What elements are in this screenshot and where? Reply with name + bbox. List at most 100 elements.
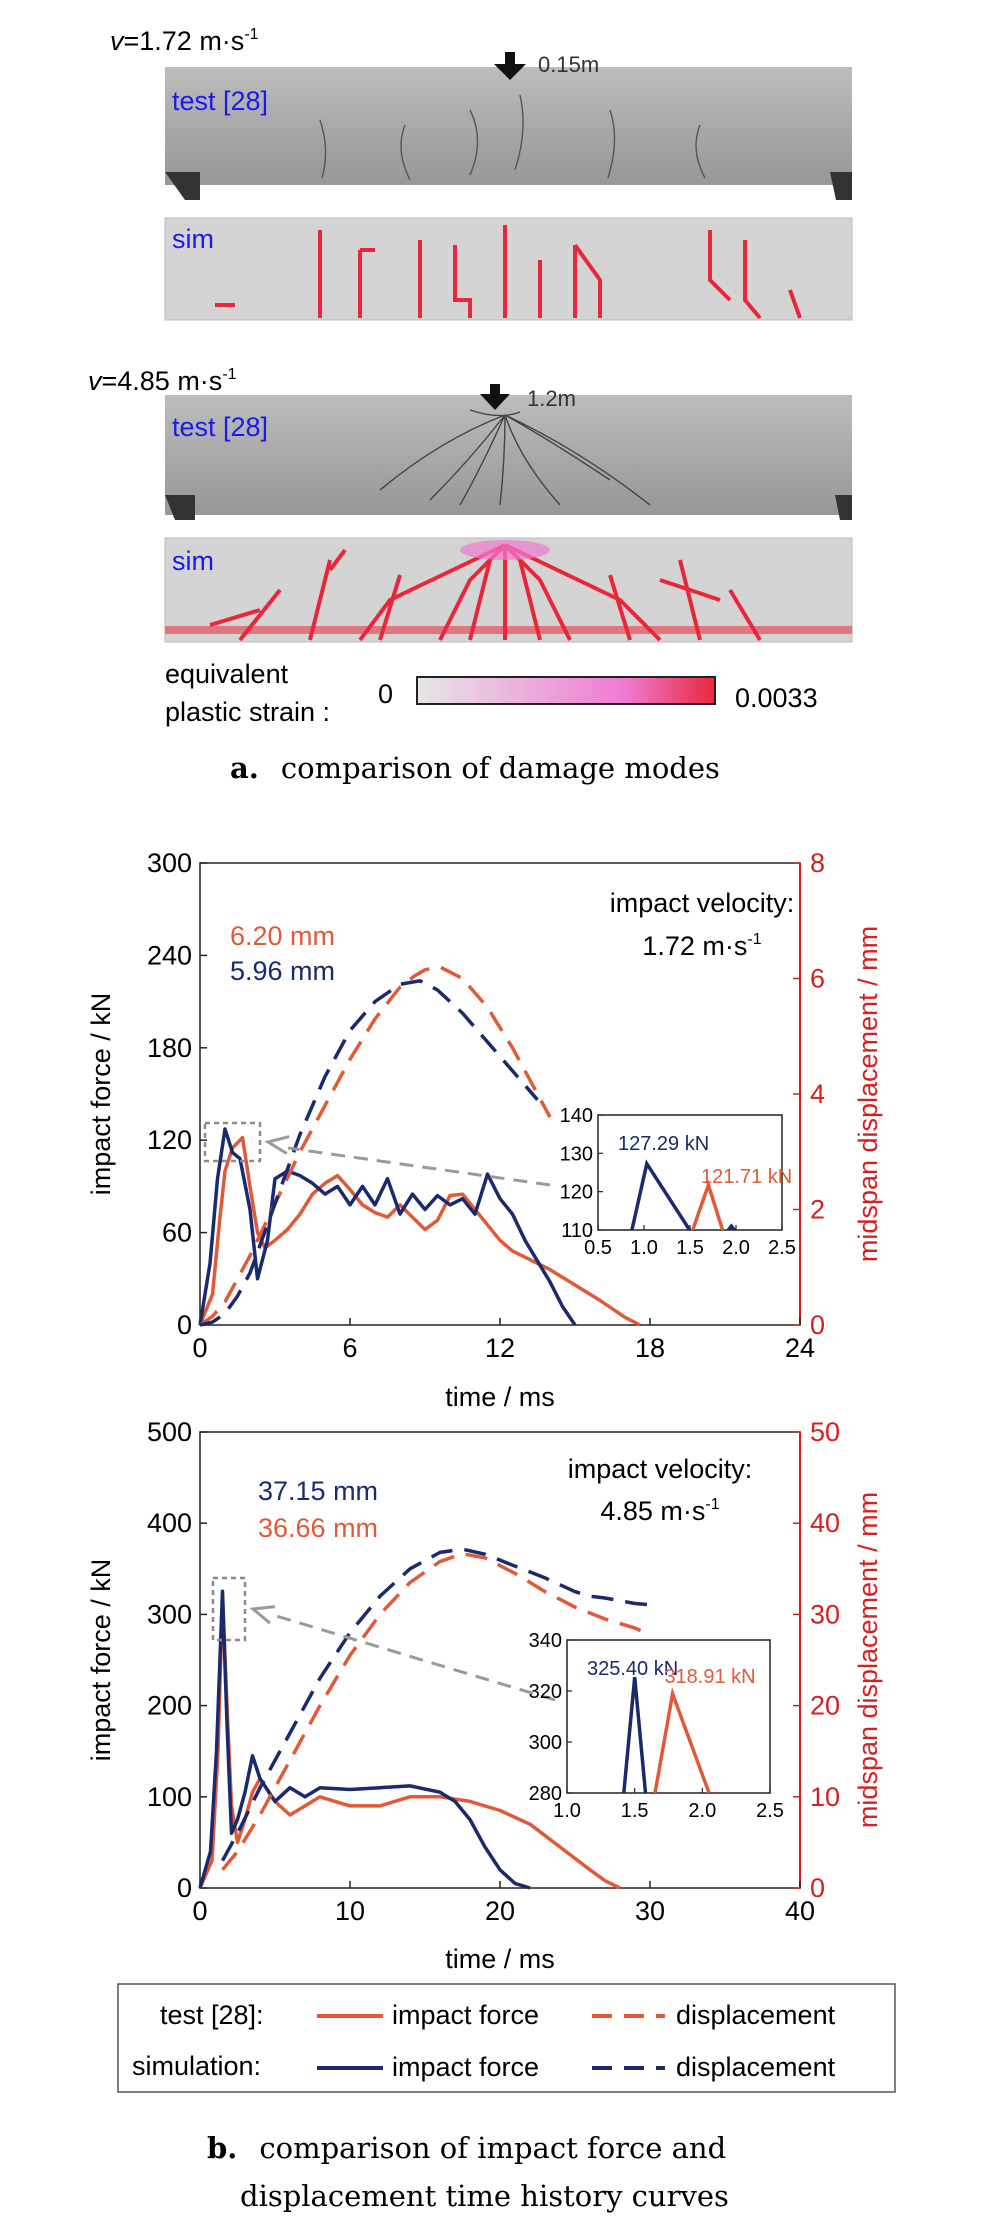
y2-tick-label: 0 <box>810 1310 825 1340</box>
caption-a: a. comparison of damage modes <box>230 751 720 785</box>
test-label-1: test [28] <box>172 86 268 116</box>
inset-x-tick-label: 1.0 <box>553 1800 581 1822</box>
colorbar-gradient <box>416 676 716 705</box>
x-tick-label: 6 <box>342 1333 357 1363</box>
inset-x-tick-label: 2.5 <box>768 1237 796 1259</box>
y-tick-label: 0 <box>177 1873 192 1903</box>
inset-peak-sim-label: 325.40 kN <box>587 1658 678 1680</box>
inset-x-tick-label: 2.0 <box>688 1800 716 1822</box>
y2-axis-label: midspan displacement / mm <box>853 1492 883 1828</box>
inset-x-tick-label: 2.0 <box>722 1237 750 1259</box>
test-photo-1: 0.15m test [28] <box>165 52 852 200</box>
max-disp-label-bottom: 5.96 mm <box>230 956 335 986</box>
panel-a: v=1.72 m·s-1 0.15m test [28] sim v=4.85 … <box>88 26 853 785</box>
inset-x-tick-label: 1.0 <box>630 1237 658 1259</box>
y-tick-label: 100 <box>147 1782 192 1812</box>
inset-y-tick-label: 140 <box>560 1105 593 1127</box>
zoom-region-box <box>203 1121 262 1163</box>
x-tick-label: 0 <box>192 1333 207 1363</box>
sim-contour-2: sim <box>164 537 853 643</box>
velocity-annotation-line2: 1.72 m·s-1 <box>642 931 761 961</box>
sim-label-2: sim <box>172 546 214 576</box>
test-photo-2: 1.2m test [28] <box>165 384 852 520</box>
x-tick-label: 18 <box>635 1333 665 1363</box>
zoom-arrow-line <box>287 1146 551 1187</box>
max-disp-label-bottom: 36.66 mm <box>258 1513 378 1543</box>
y-tick-label: 60 <box>162 1218 192 1248</box>
test-label-2: test [28] <box>172 412 268 442</box>
inset-line-simulation <box>630 1159 692 1230</box>
inset-y-tick-label: 300 <box>529 1732 562 1754</box>
x-tick-label: 10 <box>335 1896 365 1926</box>
max-disp-label-top: 6.20 mm <box>230 921 335 951</box>
y2-tick-label: 30 <box>810 1599 840 1629</box>
inset-peak-test-label: 318.91 kN <box>664 1666 755 1688</box>
velocity-exponent: -1 <box>705 1496 719 1513</box>
y-axis-label: impact force / kN <box>86 993 116 1196</box>
sim-label-1: sim <box>172 224 214 254</box>
y2-tick-label: 0 <box>810 1873 825 1903</box>
y2-tick-label: 4 <box>810 1079 825 1109</box>
legend-test-label: test [28]: <box>160 2000 264 2030</box>
y-tick-label: 240 <box>147 940 192 970</box>
velocity-value: 4.85 m·s <box>600 1496 705 1526</box>
y-tick-label: 180 <box>147 1033 192 1063</box>
legend-sim-force-label: impact force <box>392 2052 539 2082</box>
impact-arrow-icon-2 <box>480 384 510 410</box>
inset-y-tick-label: 280 <box>529 1783 562 1805</box>
y2-tick-label: 40 <box>810 1508 840 1538</box>
inset-y-tick-label: 340 <box>529 1630 562 1652</box>
zoom-arrow-head-icon <box>264 1135 290 1155</box>
inset-line-test <box>653 1687 711 1793</box>
impact-arrow-icon <box>494 52 526 80</box>
legend-test-disp-label: displacement <box>676 2000 836 2030</box>
velocity-annotation-line1: impact velocity: <box>568 1454 753 1484</box>
y2-tick-label: 50 <box>810 1417 840 1447</box>
y-tick-label: 500 <box>147 1417 192 1447</box>
chart-impact-4-85: 0 10 20 30 40010020030040050001020304050time… <box>86 1417 883 1974</box>
legend-test-force-label: impact force <box>392 2000 539 2030</box>
colorbar-title-line2: plastic strain : <box>165 697 330 727</box>
series-line-simulation-impact-force <box>198 1127 577 1326</box>
y2-tick-label: 20 <box>810 1691 840 1721</box>
x-tick-label: 12 <box>485 1333 515 1363</box>
caption-b-line1: b. comparison of impact force and <box>207 2131 726 2165</box>
x-tick-label: 30 <box>635 1896 665 1926</box>
colorbar-title-line1: equivalent <box>165 659 289 689</box>
caption-b-line2: displacement time history curves <box>240 2179 729 2213</box>
legend: test [28]: simulation: impact force disp… <box>117 1983 896 2093</box>
velocity-annotation-line2: 4.85 m·s-1 <box>600 1496 719 1526</box>
velocity-exponent: -1 <box>747 931 761 948</box>
legend-box <box>117 1983 896 2093</box>
x-tick-label: 40 <box>785 1896 815 1926</box>
inset-chart: 1.0 1.5 2.0 2.5 280 300 320 340 325.40 kN318.91 … <box>529 1630 784 1822</box>
series-line-test-displacement <box>199 965 552 1327</box>
y2-tick-label: 10 <box>810 1782 840 1812</box>
x-tick-label: 20 <box>485 1896 515 1926</box>
series-line-simulation-impact-force <box>198 1589 531 1890</box>
inset-y-tick-label: 130 <box>560 1143 593 1165</box>
legend-sim-label: simulation: <box>132 2051 261 2081</box>
max-disp-label-top: 37.15 mm <box>258 1476 378 1506</box>
inset-x-tick-label: 0.5 <box>584 1237 612 1259</box>
inset-x-tick-label: 2.5 <box>756 1800 784 1822</box>
y2-tick-label: 8 <box>810 848 825 878</box>
y-tick-label: 400 <box>147 1508 192 1538</box>
inset-y-tick-label: 120 <box>560 1182 593 1204</box>
inset-peak-test-label: 121.71 kN <box>701 1166 792 1188</box>
y-tick-label: 0 <box>177 1310 192 1340</box>
series-line-simulation-displacement <box>220 1547 658 1862</box>
zoom-arrow-head-icon <box>249 1605 276 1625</box>
inset-chart: 0.5 1.0 1.5 2.0 2.5 110 120 130 140 127.29 kN 121.… <box>560 1105 796 1259</box>
inset-line-simulation-tail <box>726 1223 737 1230</box>
legend-sim-disp-label: displacement <box>676 2052 836 2082</box>
y2-tick-label: 2 <box>810 1195 825 1225</box>
velocity-annotation-line1: impact velocity: <box>610 888 795 918</box>
x-tick-label: 24 <box>785 1333 815 1363</box>
x-tick-label: 0 <box>192 1896 207 1926</box>
series-line-simulation-displacement <box>199 979 539 1327</box>
y2-tick-label: 6 <box>810 964 825 994</box>
y-tick-label: 300 <box>147 1599 192 1629</box>
